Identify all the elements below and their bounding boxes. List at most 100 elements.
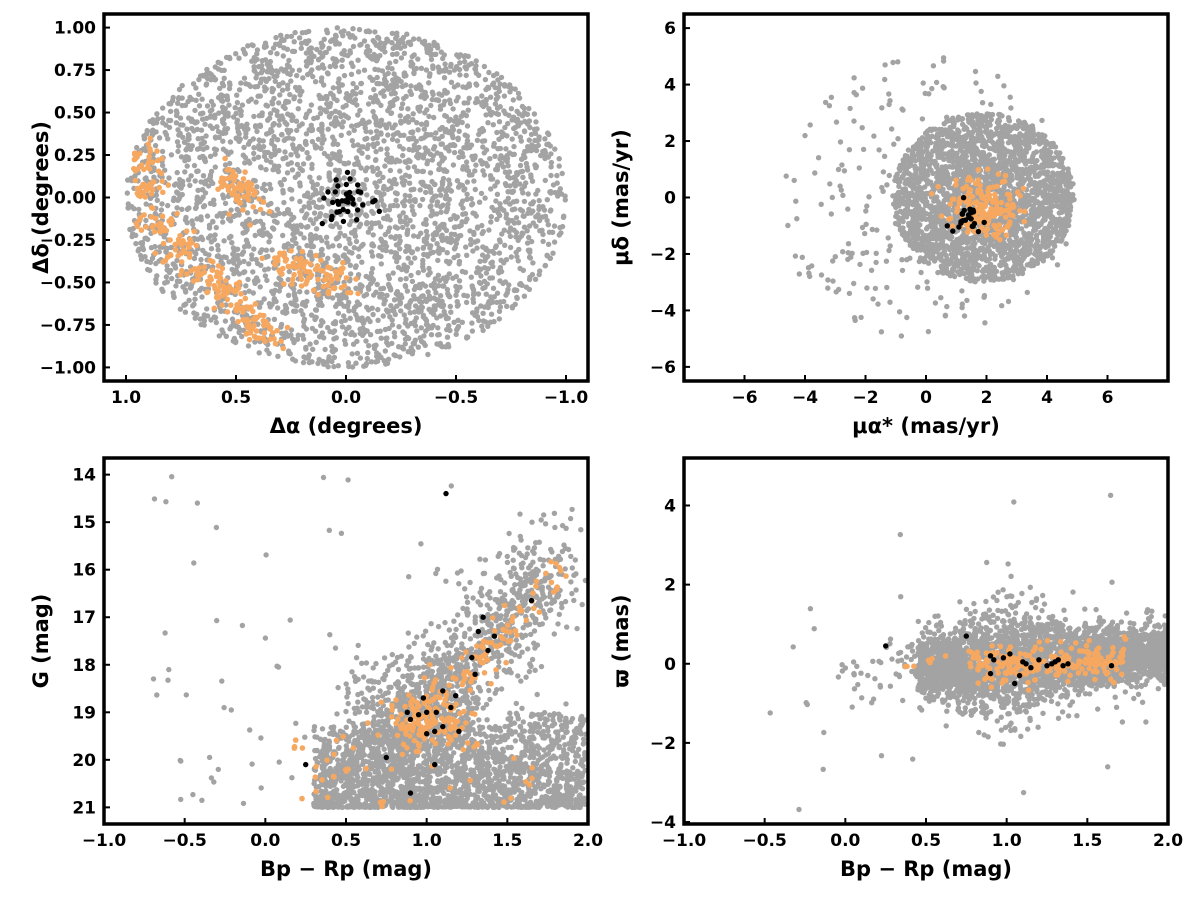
field-point xyxy=(438,209,444,215)
field-point xyxy=(338,132,344,138)
field-point xyxy=(318,78,325,85)
field-point xyxy=(263,166,269,173)
field-point xyxy=(320,95,326,102)
stream-point xyxy=(265,322,271,328)
field-point xyxy=(333,236,340,242)
field-point xyxy=(330,85,337,91)
field-point xyxy=(239,102,246,108)
field-point xyxy=(420,245,426,251)
field-point xyxy=(411,70,417,76)
field-point xyxy=(159,162,166,169)
field-point xyxy=(536,197,542,204)
field-point xyxy=(261,153,268,159)
field-point xyxy=(191,162,198,169)
field-point xyxy=(336,170,342,176)
field-point xyxy=(497,104,503,110)
field-point xyxy=(226,54,233,61)
field-point xyxy=(223,130,229,136)
field-point xyxy=(448,79,455,86)
y-tick-label: 0.50 xyxy=(54,104,96,124)
field-point xyxy=(306,205,313,211)
field-point xyxy=(242,154,248,161)
field-point xyxy=(345,302,351,309)
field-point xyxy=(274,137,281,143)
field-point xyxy=(381,301,387,307)
field-point xyxy=(216,110,222,116)
field-point xyxy=(375,99,381,105)
field-point xyxy=(251,113,257,120)
field-point xyxy=(405,164,411,171)
field-point xyxy=(437,313,444,319)
field-point xyxy=(521,293,528,299)
stream-point xyxy=(323,271,330,278)
field-point xyxy=(412,296,419,302)
field-point xyxy=(491,80,497,86)
field-point xyxy=(186,297,192,303)
field-point xyxy=(219,104,226,110)
field-point xyxy=(194,194,200,200)
field-point xyxy=(353,285,359,291)
field-point xyxy=(354,211,360,218)
field-point xyxy=(369,279,375,285)
core-point xyxy=(372,197,378,204)
field-point xyxy=(372,157,379,163)
field-point xyxy=(431,114,437,121)
field-point xyxy=(299,121,305,127)
field-point xyxy=(401,312,407,318)
field-point xyxy=(369,265,376,272)
field-point xyxy=(402,341,408,347)
field-point xyxy=(455,323,462,330)
field-point xyxy=(207,108,214,114)
field-point xyxy=(339,124,345,130)
field-point xyxy=(349,351,355,357)
field-point xyxy=(509,217,515,224)
field-point xyxy=(154,111,160,117)
field-point xyxy=(142,254,148,260)
field-point xyxy=(497,304,504,310)
field-point xyxy=(407,198,413,204)
field-point xyxy=(271,163,278,169)
field-point xyxy=(387,285,394,292)
field-point xyxy=(373,122,380,128)
y-tick-label: −0.50 xyxy=(40,273,96,293)
stream-point xyxy=(237,298,244,305)
field-point xyxy=(190,81,197,87)
field-point xyxy=(348,218,355,224)
field-point xyxy=(236,87,243,93)
field-point xyxy=(464,123,471,129)
field-point xyxy=(299,30,306,36)
field-point xyxy=(364,145,370,152)
field-point xyxy=(397,246,403,252)
field-point xyxy=(297,198,303,205)
field-point xyxy=(231,260,237,266)
field-point xyxy=(220,219,226,225)
stream-point xyxy=(138,227,145,233)
field-point xyxy=(384,146,390,152)
stream-point xyxy=(332,268,339,275)
field-point xyxy=(167,117,174,124)
field-point xyxy=(198,256,204,263)
field-point xyxy=(360,117,366,124)
field-point xyxy=(506,169,513,175)
field-point xyxy=(524,148,530,154)
core-point xyxy=(350,201,356,207)
field-point xyxy=(240,46,246,53)
field-point xyxy=(240,249,247,255)
field-point xyxy=(235,257,241,263)
field-point xyxy=(280,232,286,239)
stream-point xyxy=(217,275,224,281)
field-point xyxy=(423,183,429,189)
field-point xyxy=(341,175,347,181)
field-point xyxy=(403,276,409,282)
field-point xyxy=(435,272,442,278)
stream-point xyxy=(248,181,255,188)
field-point xyxy=(274,108,280,114)
field-point xyxy=(412,323,419,329)
field-point xyxy=(266,181,273,188)
field-point xyxy=(253,209,259,215)
field-point xyxy=(265,202,271,208)
field-point xyxy=(386,207,393,213)
field-point xyxy=(283,98,289,105)
field-point xyxy=(381,76,388,82)
field-point xyxy=(170,290,176,296)
